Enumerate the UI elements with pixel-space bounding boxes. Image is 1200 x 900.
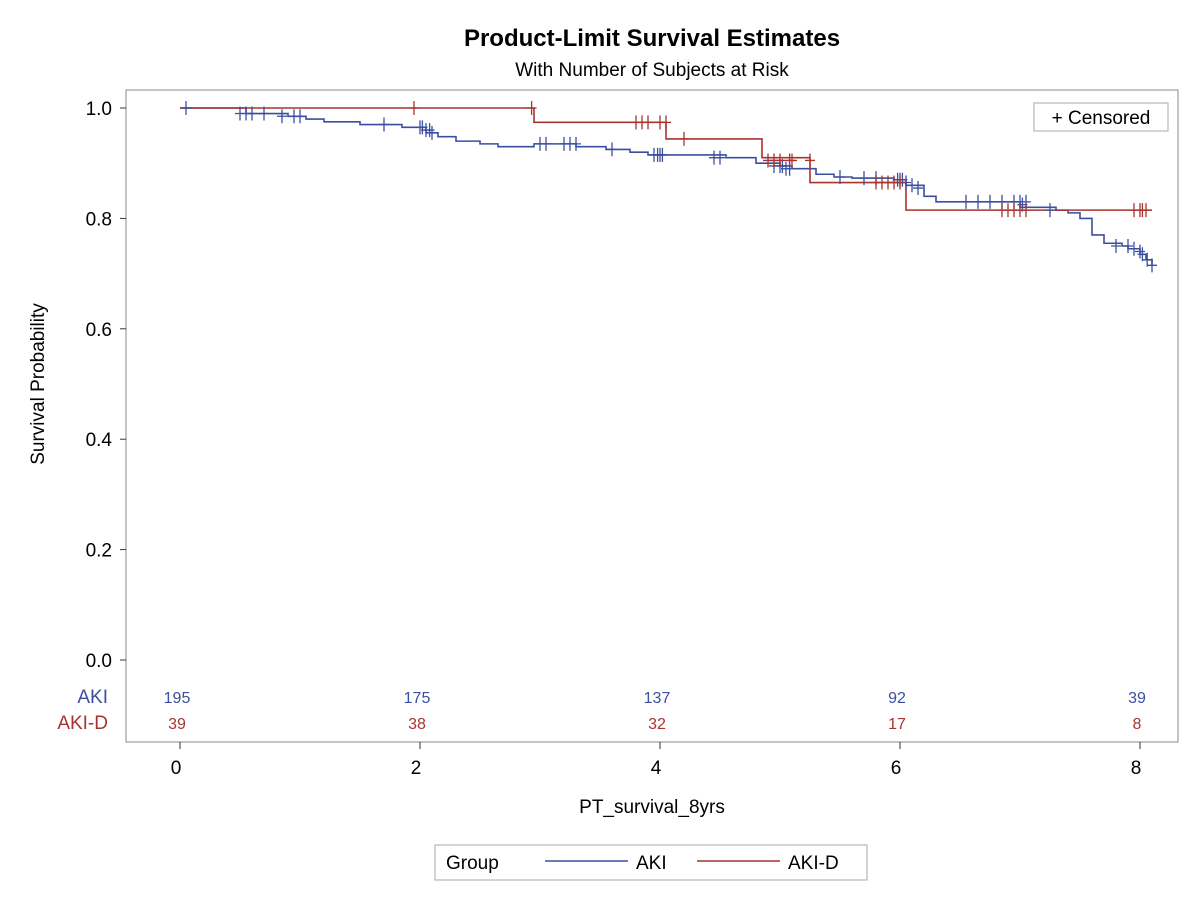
censored-legend-box xyxy=(1033,102,1169,132)
censor-mark-aki xyxy=(295,109,305,124)
censor-mark-aki xyxy=(541,136,551,151)
censor-mark-aki xyxy=(1129,241,1139,256)
censor-mark-aki xyxy=(247,106,257,121)
chart-subtitle: With Number of Subjects at Risk xyxy=(515,60,789,81)
censor-mark-aki-d xyxy=(409,101,419,115)
censor-mark-aki xyxy=(1135,244,1145,259)
censor-mark-aki-d xyxy=(787,153,797,168)
y-tick-label: 0.4 xyxy=(86,430,113,451)
at-risk-count: 17 xyxy=(888,716,906,733)
censor-mark-aki-d xyxy=(1141,203,1151,218)
y-tick-label: 0.2 xyxy=(86,541,112,562)
censor-mark-aki xyxy=(961,194,971,209)
censor-mark-aki xyxy=(1142,252,1153,267)
censor-mark-aki-d xyxy=(895,175,905,190)
x-tick-label: 6 xyxy=(891,758,902,779)
y-tick-label: 0.6 xyxy=(86,320,112,341)
x-tick-label: 8 xyxy=(1131,758,1142,779)
censor-mark-aki xyxy=(424,123,435,138)
censor-mark-aki xyxy=(1137,247,1148,262)
survival-curves xyxy=(180,107,1153,266)
censor-mark-aki-d xyxy=(775,153,785,168)
censor-mark-aki-d xyxy=(661,115,671,130)
legend-label-aki-d: AKI-D xyxy=(788,853,839,874)
x-axis: 0 2 4 6 8 xyxy=(171,742,1142,779)
at-risk-count: 195 xyxy=(164,690,191,707)
censor-mark-aki xyxy=(571,136,581,151)
censor-mark-aki xyxy=(985,194,995,209)
x-tick-label: 2 xyxy=(411,758,422,779)
at-risk-count: 38 xyxy=(408,716,426,733)
censor-mark-aki xyxy=(277,109,287,124)
censor-mark-aki xyxy=(259,106,269,121)
at-risk-count: 92 xyxy=(888,690,906,707)
censor-mark-aki-d xyxy=(1021,203,1031,218)
y-tick-label: 0.8 xyxy=(86,209,112,230)
censor-mark-aki xyxy=(427,125,437,140)
censor-mark-aki-d xyxy=(526,101,537,115)
group-legend: Group AKI AKI-D xyxy=(434,844,868,881)
censor-mark-aki xyxy=(1045,203,1055,218)
at-risk-count: 39 xyxy=(1128,690,1146,707)
group-legend-box xyxy=(434,844,868,881)
censor-mark-aki xyxy=(379,117,389,132)
censor-mark-aki xyxy=(607,142,617,157)
chart-title: Product-Limit Survival Estimates xyxy=(464,25,840,52)
at-risk-count: 8 xyxy=(1133,716,1142,733)
at-risk-count: 39 xyxy=(168,716,186,733)
x-axis-label: PT_survival_8yrs xyxy=(579,797,725,818)
censored-legend: + Censored xyxy=(1033,102,1169,132)
y-axis-label: Survival Probability xyxy=(28,303,49,465)
group-legend-title: Group xyxy=(446,853,499,874)
censor-mark-aki-d xyxy=(679,131,689,146)
legend-label-aki: AKI xyxy=(636,853,667,874)
censor-mark-aki xyxy=(715,150,725,165)
y-tick-label: 0.0 xyxy=(86,651,112,672)
censor-mark-aki xyxy=(973,194,983,209)
at-risk-row-label: AKI-D xyxy=(57,713,108,734)
censor-mark-aki-d xyxy=(643,115,653,130)
at-risk-row-label: AKI xyxy=(77,687,108,708)
y-axis: 0.0 0.2 0.4 0.6 0.8 1.0 xyxy=(86,99,126,672)
censor-mark-aki xyxy=(657,147,668,162)
at-risk-count: 137 xyxy=(644,690,671,707)
censor-mark-aki xyxy=(1123,239,1133,253)
at-risk-count: 32 xyxy=(648,716,666,733)
censored-legend-label: + Censored xyxy=(1052,108,1151,129)
censor-mark-aki xyxy=(859,171,869,186)
x-tick-label: 4 xyxy=(651,758,662,779)
at-risk-table: AKI 195 175 137 92 39 AKI-D 39 38 32 17 8 xyxy=(57,687,1146,734)
censor-mark-aki xyxy=(907,178,917,193)
plot-frame xyxy=(125,89,1179,743)
censor-mark-aki xyxy=(835,170,845,184)
censor-marks xyxy=(181,101,1157,273)
censor-mark-aki xyxy=(1111,239,1121,253)
censor-mark-aki xyxy=(913,181,923,196)
censor-mark-aki-d xyxy=(805,153,815,168)
censor-mark-aki xyxy=(1147,258,1157,273)
censor-mark-aki xyxy=(181,101,191,115)
y-tick-label: 1.0 xyxy=(86,99,112,120)
x-tick-label: 0 xyxy=(171,758,182,779)
at-risk-count: 175 xyxy=(404,690,431,707)
